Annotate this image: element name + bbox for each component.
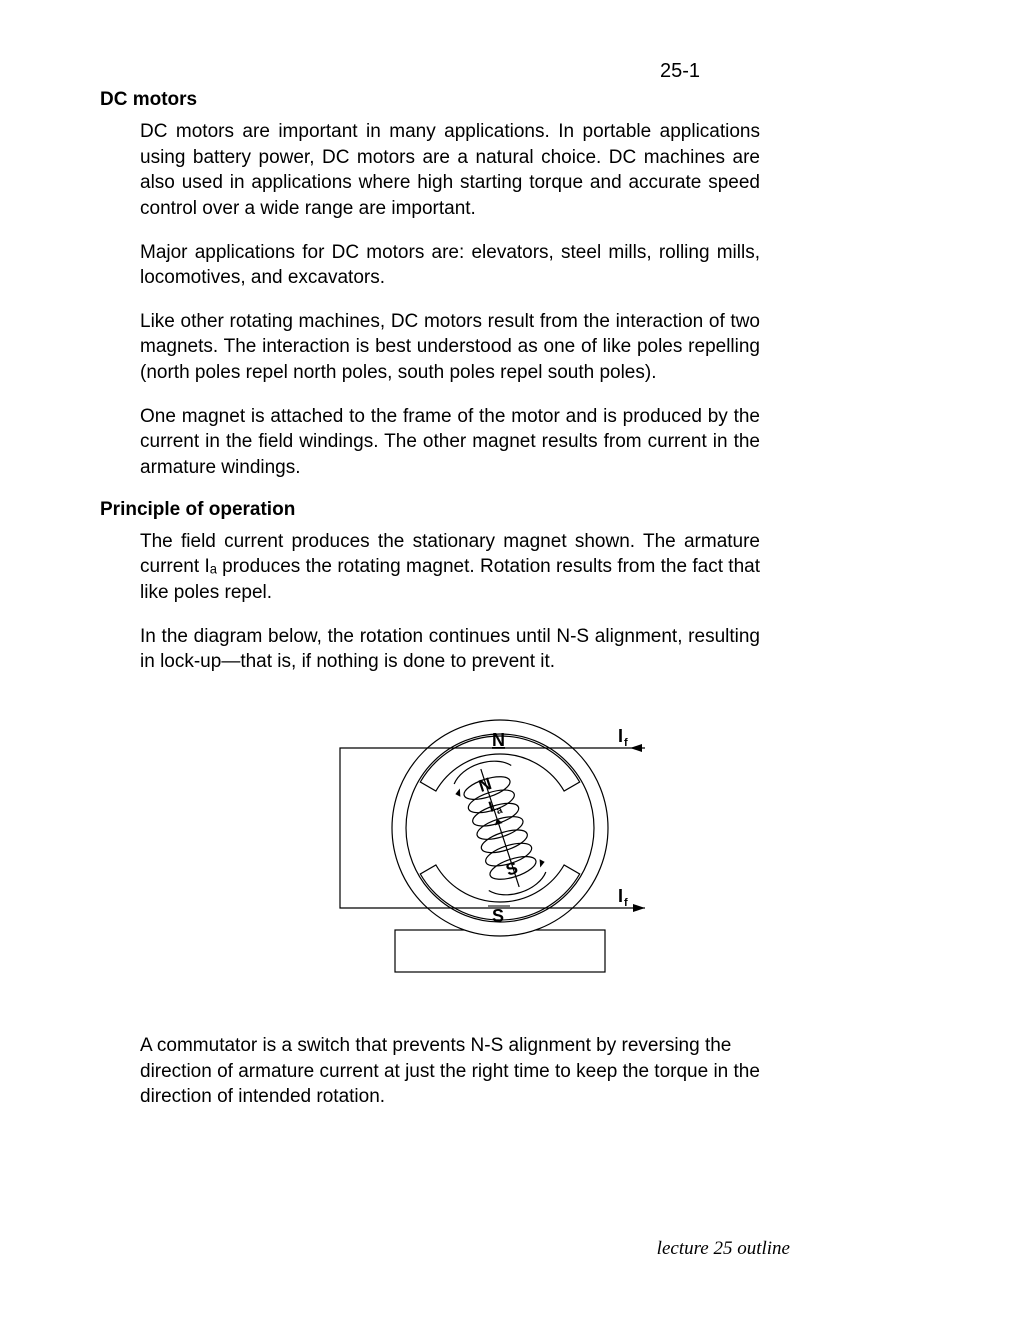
motor-diagram-svg: IfIfNSNSIa xyxy=(330,693,690,993)
footer-text: lecture 25 outline xyxy=(657,1238,790,1260)
motor-diagram: IfIfNSNSIa xyxy=(100,693,920,993)
svg-text:f: f xyxy=(624,897,628,909)
paragraph-3: Like other rotating machines, DC motors … xyxy=(140,309,760,386)
page: 25-1 DC motors DC motors are important i… xyxy=(0,0,1020,1168)
heading-principle: Principle of operation xyxy=(100,499,920,521)
paragraph-2: Major applications for DC motors are: el… xyxy=(140,240,760,291)
paragraph-1: DC motors are important in many applicat… xyxy=(140,119,760,222)
svg-text:f: f xyxy=(624,737,628,749)
paragraph-6: In the diagram below, the rotation conti… xyxy=(140,624,760,675)
heading-dc-motors: DC motors xyxy=(100,89,920,111)
svg-text:N: N xyxy=(492,730,505,750)
svg-text:I: I xyxy=(618,886,623,906)
page-number: 25-1 xyxy=(100,60,700,83)
paragraph-4: One magnet is attached to the frame of t… xyxy=(140,404,760,481)
paragraph-7: A commutator is a switch that prevents N… xyxy=(140,1033,760,1110)
svg-text:S: S xyxy=(492,906,504,926)
svg-text:I: I xyxy=(618,726,623,746)
paragraph-5: The field current produces the stationar… xyxy=(140,529,760,606)
